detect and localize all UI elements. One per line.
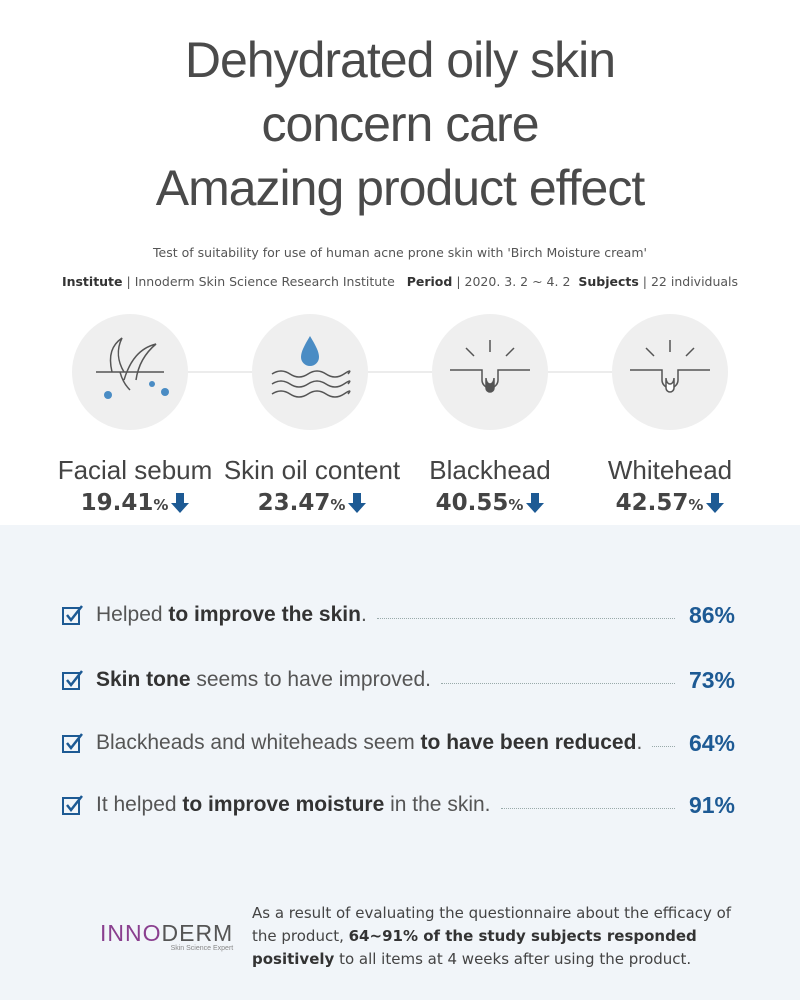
- leader: [376, 617, 675, 619]
- text-part: to improve the skin: [168, 603, 361, 626]
- metric-number: 42.57: [615, 490, 689, 516]
- text-part: to all items at 4 weeks after using the …: [334, 950, 692, 968]
- text-part: 64~91% of the study subjects responded p…: [252, 927, 697, 968]
- text-part: Blackheads and whiteheads seem: [96, 731, 421, 754]
- title-line: Dehydrated oily skin: [184, 32, 616, 88]
- leader: [440, 682, 675, 684]
- survey-text: Skin tone seems to have improved.: [96, 668, 431, 692]
- down-arrow: [526, 493, 545, 513]
- text-part: Skin tone: [96, 668, 191, 691]
- icons: [72, 314, 728, 430]
- survey-percent: 73%: [688, 666, 735, 693]
- survey-percent: 64%: [688, 729, 735, 756]
- info-value: Innoderm Skin Science Research Institute: [134, 274, 395, 289]
- icon-blackhead: [432, 314, 548, 430]
- metric-label: Whitehead: [607, 455, 733, 485]
- info-label: Institute: [61, 274, 123, 289]
- info-value: 2020. 3. 2 ~ 4. 2: [464, 274, 571, 289]
- survey-row: Blackheads and whiteheads seem to have b…: [60, 728, 735, 758]
- down-arrow: [706, 493, 725, 513]
- info-label: Subjects: [578, 274, 639, 289]
- survey-row: Helped to improve the skin. 86%: [60, 600, 735, 630]
- metric-label: Facial sebum: [57, 455, 213, 485]
- metric-unit: %: [508, 496, 524, 514]
- survey-text: It helped to improve moisture in the ski…: [96, 793, 491, 817]
- metric-value: 23.47%: [217, 490, 407, 516]
- metric-value: 19.41%: [40, 490, 230, 516]
- survey-section: [0, 525, 800, 1000]
- survey-text: Helped to improve the skin.: [96, 603, 367, 627]
- survey-text: Blackheads and whiteheads seem to have b…: [96, 731, 642, 755]
- subtitle: Test of suitability for use of human acn…: [153, 245, 647, 260]
- checkbox: [62, 605, 83, 625]
- checkbox: [62, 795, 83, 815]
- logo-part: DERM: [161, 920, 234, 946]
- down-arrow: [171, 493, 190, 513]
- metric-unit: %: [688, 496, 704, 514]
- checkbox: [62, 670, 83, 690]
- metric-unit: %: [330, 496, 346, 514]
- metric-number: 19.41: [80, 490, 154, 516]
- text-part: .: [360, 603, 367, 626]
- header-section: [0, 0, 800, 525]
- metric-value: 40.55%: [395, 490, 585, 516]
- survey-row: It helped to improve moisture in the ski…: [60, 790, 735, 820]
- text-part: seems to have improved.: [190, 668, 431, 691]
- separator: |: [456, 274, 461, 289]
- down-arrow: [348, 493, 367, 513]
- leader: [500, 807, 675, 809]
- text-part: As a result of evaluating the questionna…: [252, 904, 732, 945]
- leader: [652, 745, 675, 747]
- text-part: in the skin.: [384, 793, 491, 816]
- icon-sebum: [72, 314, 188, 430]
- separator: |: [126, 274, 131, 289]
- text-part: .: [636, 731, 643, 754]
- icon-whitehead: [612, 314, 728, 430]
- survey-row: Skin tone seems to have improved. 73%: [60, 665, 735, 695]
- icon-oil: [252, 314, 368, 430]
- study-info: Institute | Innoderm Skin Science Resear…: [0, 274, 800, 289]
- title-line: concern care: [261, 96, 539, 152]
- logo: INNODERM Skin Science Expert: [100, 920, 233, 952]
- text-part: Helped: [96, 603, 169, 626]
- metric-unit: %: [153, 496, 169, 514]
- checkbox: [62, 733, 83, 753]
- info-label: Period: [406, 274, 453, 289]
- metric-label: Skin oil content: [223, 455, 401, 485]
- metric-number: 40.55: [435, 490, 509, 516]
- text-part: It helped: [96, 793, 183, 816]
- logo-tagline: Skin Science Expert: [170, 945, 234, 952]
- survey-percent: 91%: [688, 791, 735, 818]
- title-line: Amazing product effect: [155, 160, 645, 216]
- metric-label: Blackhead: [429, 455, 551, 485]
- separator: |: [642, 274, 647, 289]
- logo-part: INNO: [100, 920, 162, 946]
- title: Dehydrated oily skin concern care Amazin…: [0, 28, 800, 220]
- metric-value: 42.57%: [575, 490, 765, 516]
- text-part: to improve moisture: [182, 793, 385, 816]
- metric-number: 23.47: [257, 490, 331, 516]
- conclusion: As a result of evaluating the questionna…: [252, 902, 742, 971]
- survey-percent: 86%: [688, 601, 735, 628]
- info-value: 22 individuals: [650, 274, 739, 289]
- text-part: to have been reduced: [420, 731, 637, 754]
